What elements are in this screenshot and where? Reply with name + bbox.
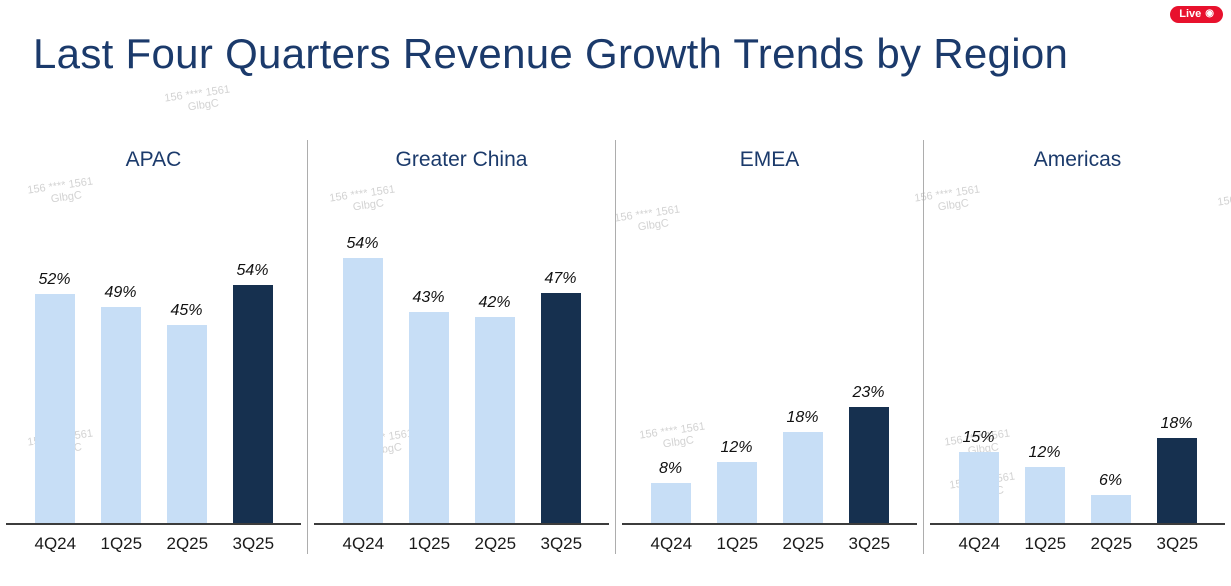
category-axis: 4Q24 1Q25 2Q25 3Q25 [616, 534, 923, 554]
bar-group: 18% [782, 409, 823, 523]
bar-value-label: 54% [236, 262, 269, 279]
bar-value-label: 8% [658, 460, 683, 477]
category-label: 3Q25 [848, 534, 891, 553]
watermark-line1: 156 **** 1561 [163, 83, 231, 105]
region-title: EMEA [739, 148, 800, 171]
bar-value-label: 15% [962, 429, 995, 446]
bar-2Q25 [1090, 495, 1131, 523]
bar-1Q25 [100, 307, 141, 523]
bar-3Q25 [232, 285, 273, 523]
category-label: 3Q25 [232, 534, 275, 553]
region-panel-americas: Americas 15% 12% 6% 18% 4Q24 1Q25 2Q25 3Q25 [923, 140, 1231, 554]
category-label: 1Q25 [408, 534, 451, 553]
bar-group: 8% [650, 460, 691, 523]
region-title: APAC [125, 148, 182, 171]
live-badge-label: Live [1179, 8, 1202, 20]
bar-4Q24 [34, 294, 75, 523]
bar-group: 12% [1024, 444, 1065, 523]
bar-value-label: 12% [1028, 444, 1061, 461]
bar-group: 18% [1156, 415, 1197, 523]
bar-value-label: 18% [786, 409, 819, 426]
bar-2Q25 [166, 325, 207, 523]
bar-group: 54% [232, 262, 273, 523]
category-label: 4Q24 [342, 534, 385, 553]
bar-4Q24 [650, 483, 691, 523]
bar-group: 15% [958, 429, 999, 523]
bar-group: 52% [34, 271, 75, 523]
bar-value-label: 23% [852, 384, 885, 401]
live-badge[interactable]: Live ◉ [1170, 6, 1223, 23]
category-label: 2Q25 [166, 534, 209, 553]
category-label: 4Q24 [958, 534, 1001, 553]
bar-group: 42% [474, 294, 515, 523]
category-axis: 4Q24 1Q25 2Q25 3Q25 [924, 534, 1231, 554]
region-panel-apac: APAC 52% 49% 45% 54% 4Q24 1Q25 2Q25 3Q25 [0, 140, 307, 554]
bar-value-label: 52% [38, 271, 71, 288]
bar-1Q25 [716, 462, 757, 523]
bar-value-label: 43% [412, 289, 445, 306]
bar-value-label: 42% [478, 294, 511, 311]
category-label: 2Q25 [474, 534, 517, 553]
category-label: 1Q25 [1024, 534, 1067, 553]
region-title: Americas [1033, 148, 1122, 171]
chart-panels: APAC 52% 49% 45% 54% 4Q24 1Q25 2Q25 3Q25 Greater … [0, 140, 1231, 554]
bar-value-label: 47% [544, 270, 577, 287]
bar-value-label: 12% [720, 439, 753, 456]
bar-group: 49% [100, 284, 141, 523]
region-panel-emea: EMEA 8% 12% 18% 23% 4Q24 1Q25 2Q25 3Q25 [615, 140, 923, 554]
bar-4Q24 [958, 452, 999, 523]
category-label: 3Q25 [540, 534, 583, 553]
bars-area: 8% 12% 18% 23% [622, 215, 917, 525]
category-label: 1Q25 [716, 534, 759, 553]
bar-1Q25 [408, 312, 449, 523]
bar-3Q25 [848, 407, 889, 523]
category-label: 4Q24 [34, 534, 77, 553]
category-label: 2Q25 [782, 534, 825, 553]
category-label: 1Q25 [100, 534, 143, 553]
category-label: 4Q24 [650, 534, 693, 553]
bar-1Q25 [1024, 467, 1065, 523]
bar-2Q25 [474, 317, 515, 523]
watermark-line2: GlbgC [187, 97, 220, 114]
bar-group: 43% [408, 289, 449, 523]
bar-group: 23% [848, 384, 889, 523]
region-title: Greater China [395, 148, 528, 171]
category-label: 3Q25 [1156, 534, 1199, 553]
bar-value-label: 54% [346, 235, 379, 252]
bar-group: 6% [1090, 472, 1131, 523]
category-label: 2Q25 [1090, 534, 1133, 553]
bar-group: 12% [716, 439, 757, 523]
bar-value-label: 18% [1160, 415, 1193, 432]
bars-area: 52% 49% 45% 54% [6, 215, 301, 525]
bar-group: 54% [342, 235, 383, 523]
category-axis: 4Q24 1Q25 2Q25 3Q25 [308, 534, 615, 554]
bars-area: 54% 43% 42% 47% [314, 215, 609, 525]
bars-area: 15% 12% 6% 18% [930, 215, 1225, 525]
page-title: Last Four Quarters Revenue Growth Trends… [33, 30, 1069, 77]
bar-value-label: 6% [1098, 472, 1123, 489]
region-panel-greater-china: Greater China 54% 43% 42% 47% 4Q24 1Q25 2Q25 3Q2… [307, 140, 615, 554]
bar-4Q24 [342, 258, 383, 523]
bar-3Q25 [540, 293, 581, 523]
live-broadcast-icon: ◉ [1205, 8, 1214, 19]
bar-2Q25 [782, 432, 823, 523]
bar-group: 47% [540, 270, 581, 523]
bar-value-label: 49% [104, 284, 137, 301]
category-axis: 4Q24 1Q25 2Q25 3Q25 [0, 534, 307, 554]
bar-3Q25 [1156, 438, 1197, 523]
bar-value-label: 45% [170, 302, 203, 319]
bar-group: 45% [166, 302, 207, 523]
